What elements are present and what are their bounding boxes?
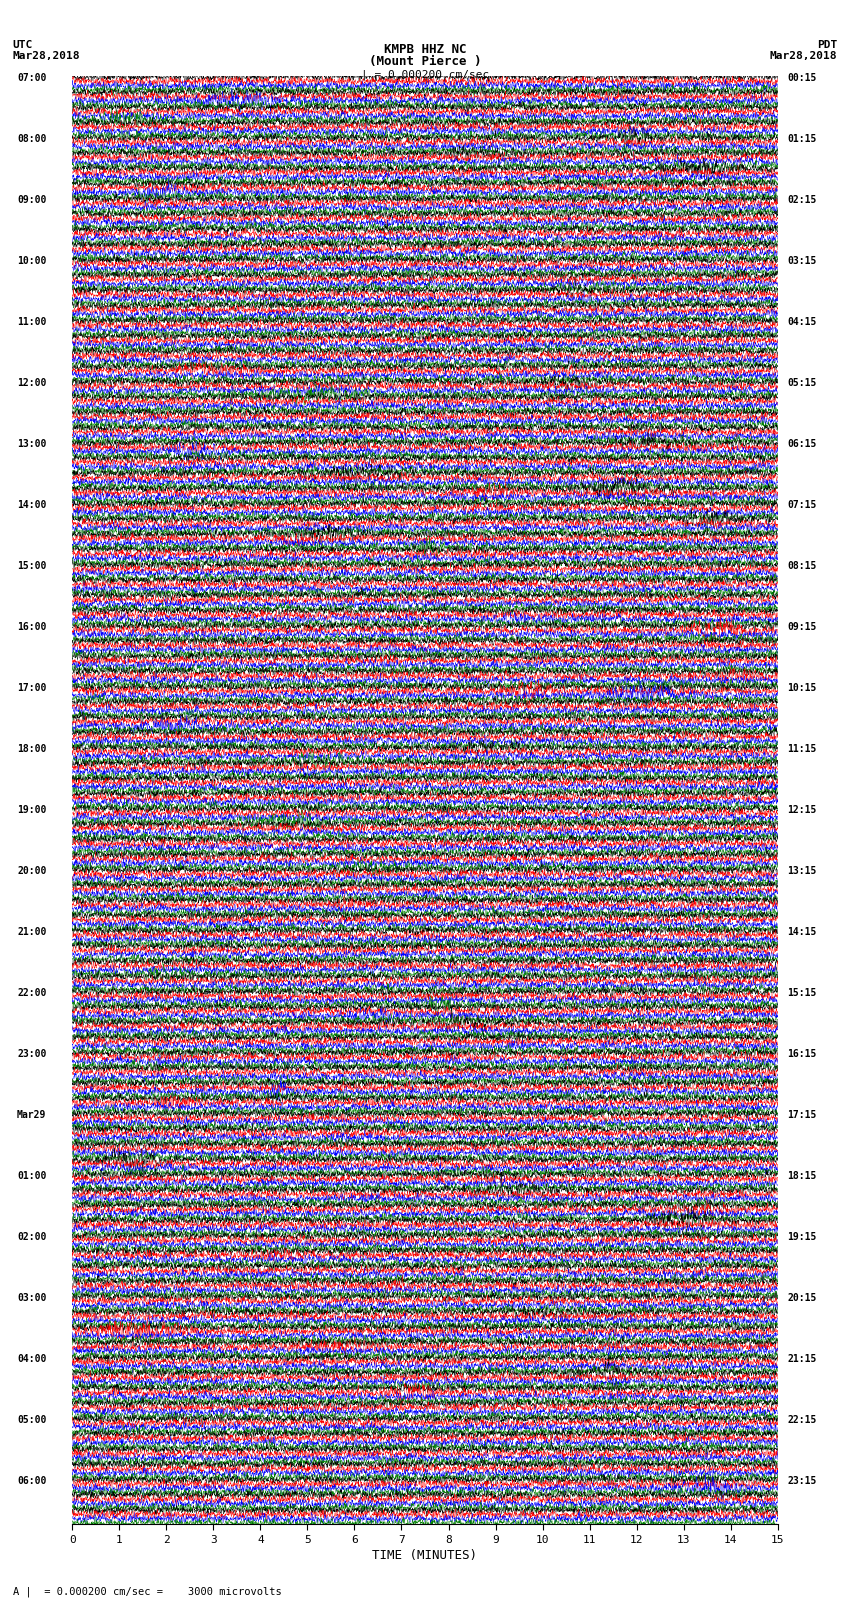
Text: Mar28,2018: Mar28,2018 [13, 52, 80, 61]
Text: UTC: UTC [13, 40, 33, 50]
Text: 17:15: 17:15 [787, 1110, 817, 1119]
Text: 14:00: 14:00 [17, 500, 47, 510]
Text: 21:15: 21:15 [787, 1353, 817, 1365]
Text: 19:00: 19:00 [17, 805, 47, 815]
Text: 18:15: 18:15 [787, 1171, 817, 1181]
Text: (Mount Pierce ): (Mount Pierce ) [369, 55, 481, 68]
Text: 06:00: 06:00 [17, 1476, 47, 1486]
Text: 16:00: 16:00 [17, 623, 47, 632]
Text: 18:00: 18:00 [17, 744, 47, 753]
Text: 01:15: 01:15 [787, 134, 817, 144]
Text: 03:15: 03:15 [787, 256, 817, 266]
Text: 07:15: 07:15 [787, 500, 817, 510]
Text: Mar28,2018: Mar28,2018 [770, 52, 837, 61]
Text: 02:15: 02:15 [787, 195, 817, 205]
Text: 07:00: 07:00 [17, 73, 47, 84]
Text: 09:15: 09:15 [787, 623, 817, 632]
Text: A |  = 0.000200 cm/sec =    3000 microvolts: A | = 0.000200 cm/sec = 3000 microvolts [13, 1586, 281, 1597]
Text: 23:15: 23:15 [787, 1476, 817, 1486]
Text: 08:00: 08:00 [17, 134, 47, 144]
Text: PDT: PDT [817, 40, 837, 50]
Text: 01:00: 01:00 [17, 1171, 47, 1181]
Text: 19:15: 19:15 [787, 1232, 817, 1242]
Text: 20:00: 20:00 [17, 866, 47, 876]
Text: 15:00: 15:00 [17, 561, 47, 571]
Text: 16:15: 16:15 [787, 1048, 817, 1058]
Text: 22:15: 22:15 [787, 1415, 817, 1424]
Text: 11:15: 11:15 [787, 744, 817, 753]
X-axis label: TIME (MINUTES): TIME (MINUTES) [372, 1548, 478, 1561]
Text: 14:15: 14:15 [787, 927, 817, 937]
Text: 00:15: 00:15 [787, 73, 817, 84]
Text: 22:00: 22:00 [17, 987, 47, 998]
Text: 20:15: 20:15 [787, 1294, 817, 1303]
Text: Mar29: Mar29 [17, 1110, 47, 1119]
Text: 15:15: 15:15 [787, 987, 817, 998]
Text: 12:15: 12:15 [787, 805, 817, 815]
Text: 03:00: 03:00 [17, 1294, 47, 1303]
Text: 23:00: 23:00 [17, 1048, 47, 1058]
Text: 13:15: 13:15 [787, 866, 817, 876]
Text: 11:00: 11:00 [17, 318, 47, 327]
Text: 05:15: 05:15 [787, 377, 817, 389]
Text: 17:00: 17:00 [17, 682, 47, 694]
Text: 04:15: 04:15 [787, 318, 817, 327]
Text: KMPB HHZ NC: KMPB HHZ NC [383, 42, 467, 56]
Text: 02:00: 02:00 [17, 1232, 47, 1242]
Text: | = 0.000200 cm/sec: | = 0.000200 cm/sec [361, 69, 489, 79]
Text: 08:15: 08:15 [787, 561, 817, 571]
Text: 21:00: 21:00 [17, 927, 47, 937]
Text: 10:15: 10:15 [787, 682, 817, 694]
Text: 04:00: 04:00 [17, 1353, 47, 1365]
Text: 05:00: 05:00 [17, 1415, 47, 1424]
Text: 12:00: 12:00 [17, 377, 47, 389]
Text: 09:00: 09:00 [17, 195, 47, 205]
Text: 10:00: 10:00 [17, 256, 47, 266]
Text: 13:00: 13:00 [17, 439, 47, 448]
Text: 06:15: 06:15 [787, 439, 817, 448]
